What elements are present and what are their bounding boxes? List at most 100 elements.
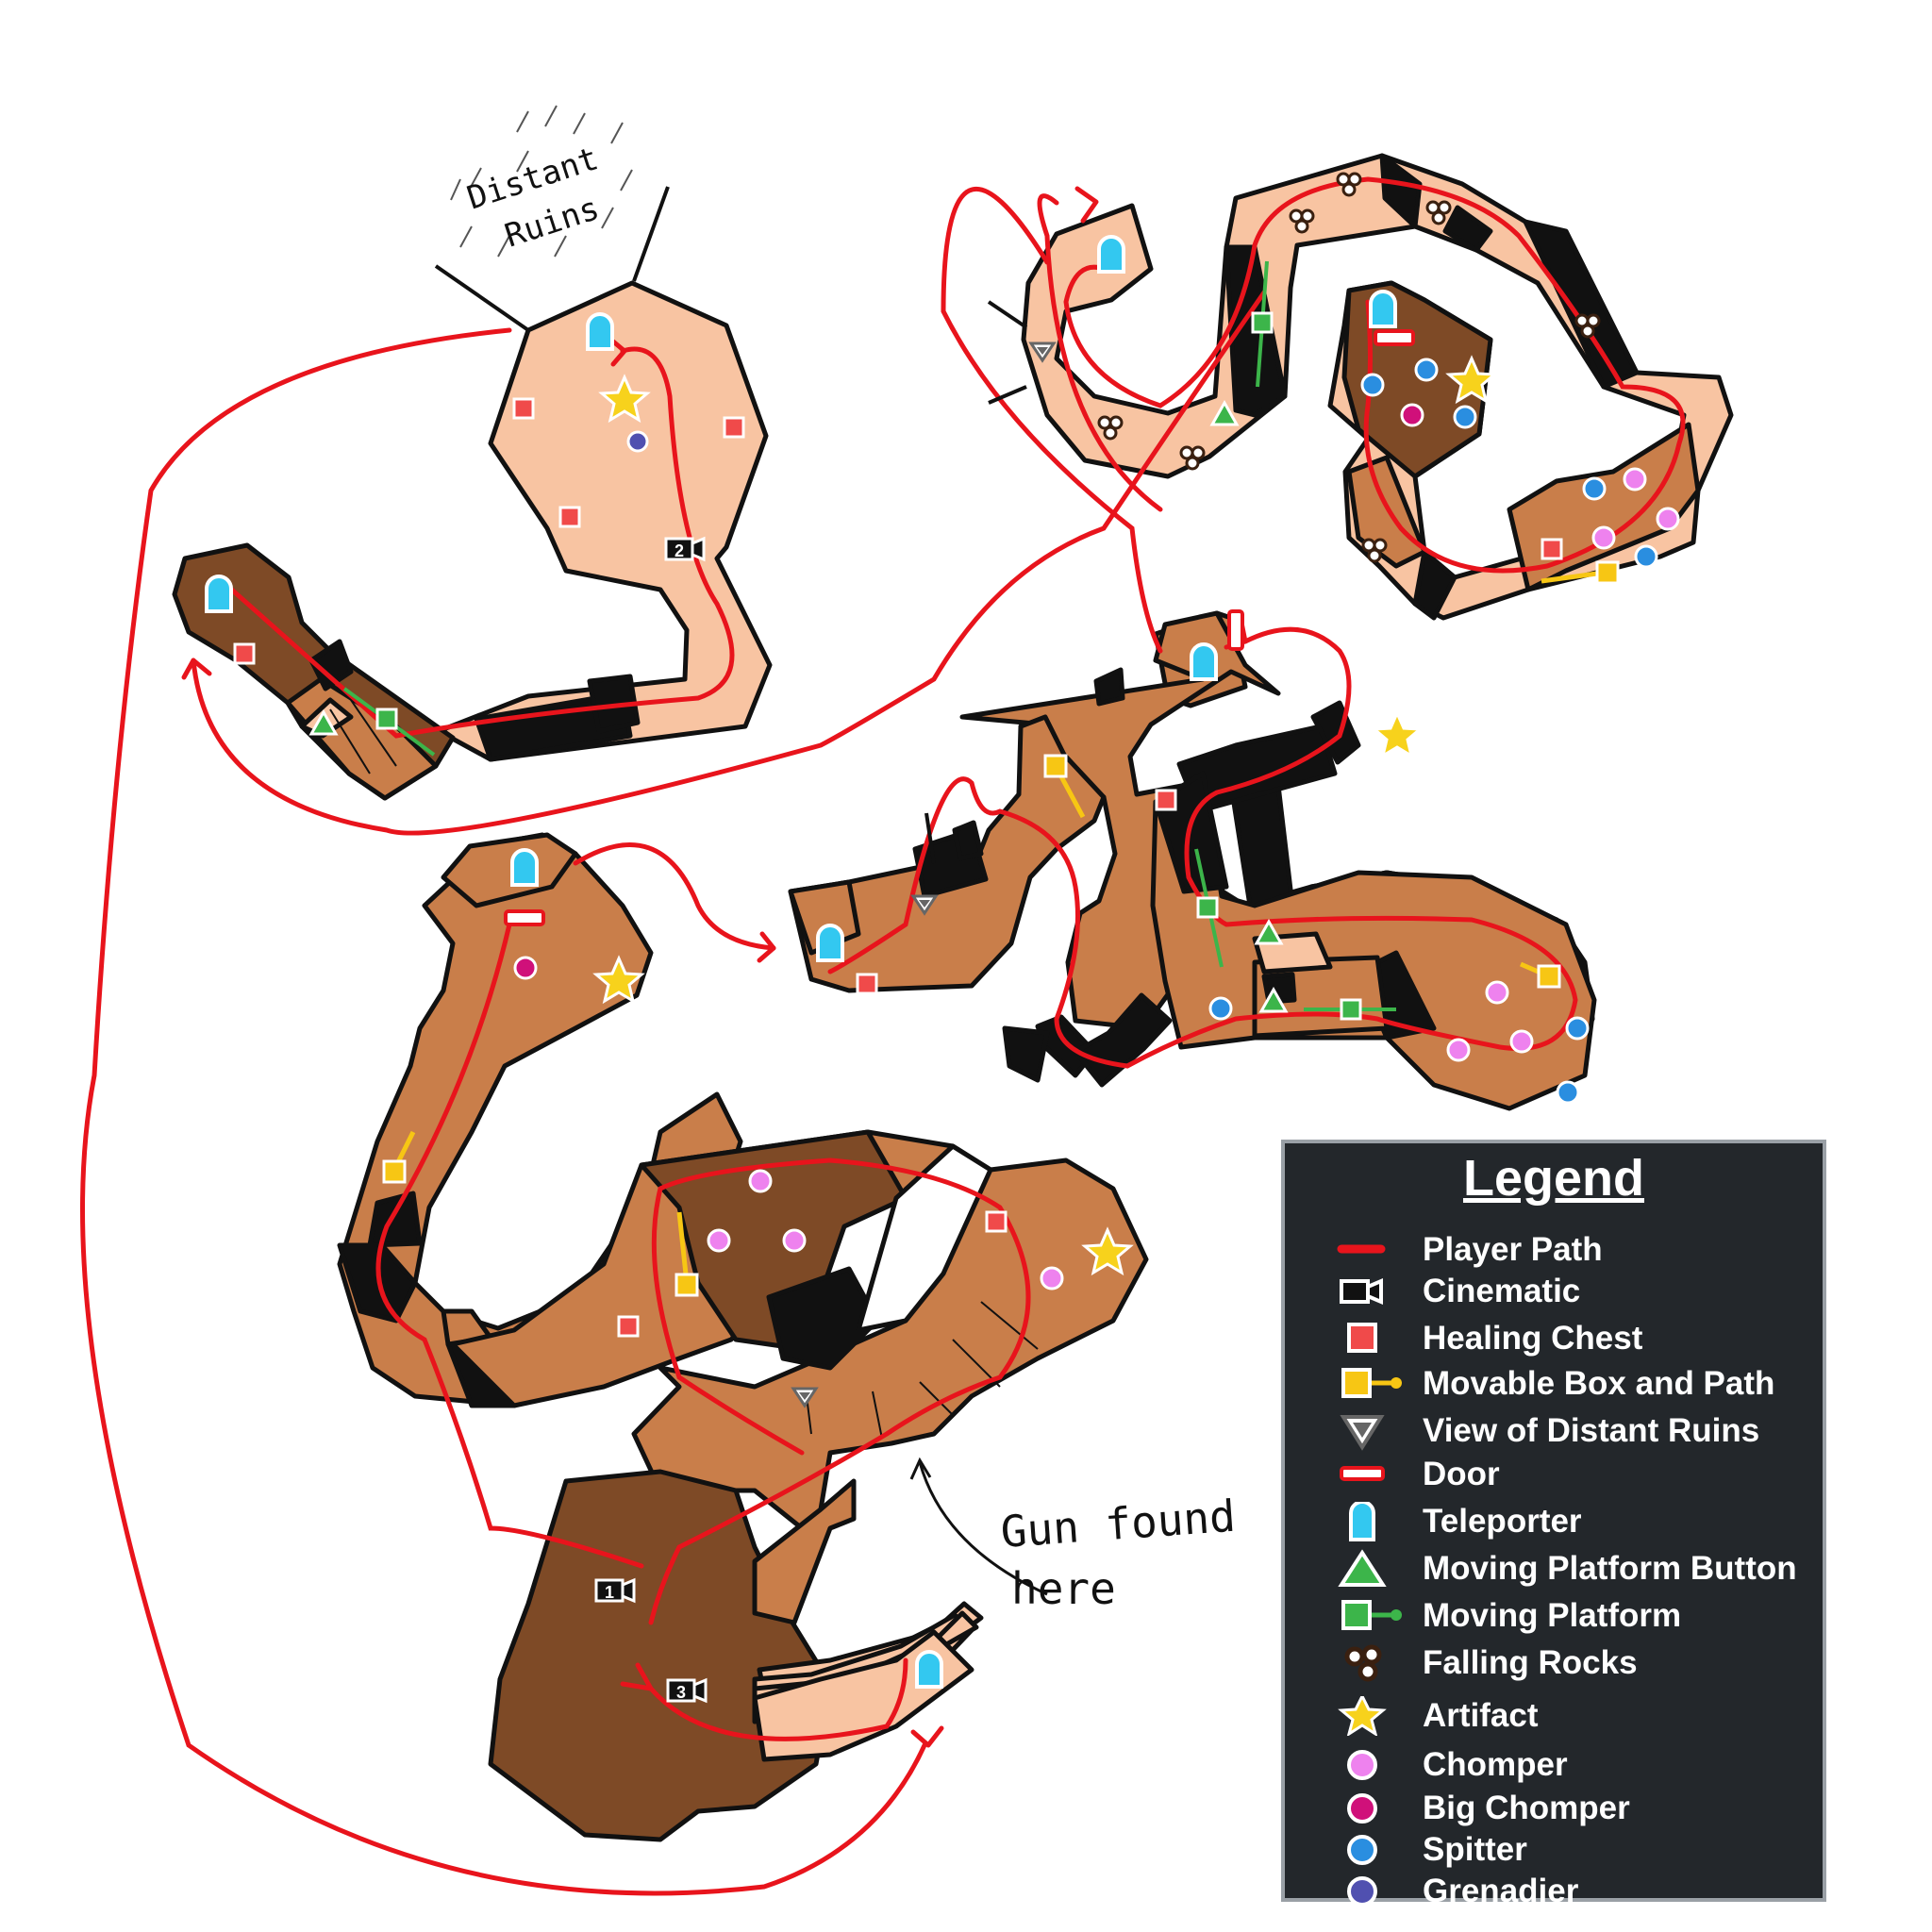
chomper-icon — [782, 1228, 807, 1253]
legend-item-teleporter: Teleporter — [1285, 1502, 1823, 1541]
moving-platform-icon — [1340, 998, 1362, 1021]
legend-item-platform-button: Moving Platform Button — [1285, 1549, 1823, 1589]
falling-rocks-icon — [1344, 1644, 1382, 1682]
grenadier-icon — [1347, 1876, 1377, 1907]
movable-boxes — [382, 560, 1620, 1297]
teleporter-icon — [915, 1650, 943, 1689]
area-f-main-cave — [450, 1129, 1149, 1531]
chomper-icon — [1347, 1750, 1377, 1780]
healing-chest-icon — [617, 1315, 640, 1338]
legend-item-big-chomper: Big Chomper — [1285, 1789, 1823, 1828]
view-distant-ruins-icon — [1340, 1415, 1385, 1451]
healing-chest-icon — [985, 1210, 1008, 1233]
cinematic-icon: 1 — [594, 1578, 636, 1603]
teleporter-icon — [1097, 235, 1125, 274]
legend-item-artifact: Artifact — [1285, 1696, 1823, 1736]
spitter-icon — [1347, 1835, 1377, 1865]
spitter-icon — [1634, 544, 1658, 569]
moving-platform-icon — [375, 708, 398, 730]
svg-text:2: 2 — [675, 541, 684, 560]
cinematic-icon: 3 — [666, 1678, 708, 1703]
teleporter-icon — [510, 848, 539, 887]
spitter-icon — [1556, 1080, 1580, 1105]
legend-item-grenadier: Grenadier — [1285, 1872, 1823, 1911]
door-icon — [504, 909, 545, 926]
door-icon — [1340, 1466, 1385, 1481]
healing-chest-icon — [1347, 1323, 1377, 1353]
movable-box-icon — [1043, 754, 1068, 778]
teleporter-icon — [1190, 642, 1218, 681]
legend-item-moving-platform: Moving Platform — [1285, 1596, 1823, 1636]
chomper-icon — [707, 1228, 731, 1253]
artifact-icon — [1373, 711, 1422, 758]
player-path-icon — [1337, 1244, 1386, 1254]
area-b-teleporter-wing — [172, 542, 456, 801]
grenadier-icon — [626, 430, 649, 453]
healing-chest-icon — [856, 973, 878, 995]
gun-annotation-line1: Gun found — [999, 1491, 1237, 1557]
teleporter-icon — [205, 575, 233, 613]
cinematic-icon — [1340, 1277, 1383, 1306]
healing-chest-icon — [723, 416, 745, 439]
legend-item-door: Door — [1285, 1455, 1823, 1494]
spitter-icon — [1360, 373, 1385, 397]
big-chomper-icon — [1400, 403, 1424, 427]
movable-box-icon — [1595, 560, 1620, 585]
chomper-icon — [1623, 467, 1647, 491]
chomper-icon — [1040, 1266, 1064, 1291]
movable-box-icon — [1537, 964, 1561, 989]
gun-annotation: Gun found here — [909, 1457, 1237, 1614]
legend-item-falling-rocks: Falling Rocks — [1285, 1643, 1823, 1683]
spitter-icon — [1565, 1016, 1590, 1041]
movable-box-icon — [382, 1159, 407, 1184]
healing-chest-icon — [558, 506, 581, 528]
movable-box-icon — [675, 1273, 699, 1297]
big-chomper-icon — [513, 956, 538, 980]
spitter-icon — [1453, 405, 1477, 429]
legend-item-player-path: Player Path — [1285, 1230, 1823, 1270]
moving-platform-icon — [1341, 1600, 1402, 1630]
ruins-view-lines — [924, 300, 1028, 864]
teleporter-icon — [816, 924, 844, 962]
legend-item-view-ruins: View of Distant Ruins — [1285, 1411, 1823, 1451]
healing-chest-icon — [233, 642, 256, 665]
cinematic-icon: 2 — [664, 537, 706, 561]
movable-box-icon — [1341, 1368, 1402, 1398]
big-chomper-icon — [1347, 1793, 1377, 1824]
path-arrowheads — [181, 186, 1248, 1748]
moving-platform-button-icon — [1338, 1549, 1387, 1587]
artifact-icon — [1338, 1696, 1387, 1736]
svg-text:1: 1 — [605, 1583, 614, 1602]
legend-item-spitter: Spitter — [1285, 1830, 1823, 1870]
chomper-icon — [1656, 507, 1680, 531]
teleporter-icon — [586, 312, 614, 351]
spitter-icon — [1208, 996, 1233, 1021]
legend-item-chomper: Chomper — [1285, 1745, 1823, 1785]
gun-annotation-line2: here — [1011, 1563, 1116, 1614]
legend-item-healing-chest: Healing Chest — [1285, 1319, 1823, 1358]
cinematics: 2 1 3 — [594, 537, 708, 1703]
healing-chest-icon — [1541, 538, 1563, 560]
chomper-icon — [1446, 1038, 1471, 1062]
legend-item-movable-box: Movable Box and Path — [1285, 1364, 1823, 1404]
door-icon — [1374, 329, 1415, 346]
moving-platforms — [342, 260, 1396, 1021]
spitter-icon — [1414, 358, 1439, 382]
chomper-icon — [748, 1169, 773, 1193]
moving-platform-icon — [1251, 311, 1274, 334]
door-icon — [1227, 609, 1244, 651]
spitter-icon — [1582, 476, 1607, 501]
legend-item-cinematic: Cinematic — [1285, 1272, 1823, 1311]
chomper-icon — [1509, 1029, 1534, 1054]
legend-title: Legend — [1462, 1150, 1644, 1207]
teleporter-icon — [1369, 290, 1397, 328]
chomper-icon — [1591, 525, 1616, 550]
healing-chest-icon — [1155, 789, 1177, 811]
teleporter-icon — [1349, 1502, 1375, 1541]
legend-panel: Legend Player Path Cinematic Healing Che… — [1281, 1140, 1826, 1909]
moving-platform-icon — [1196, 896, 1219, 919]
healing-chest-icon — [512, 397, 535, 420]
chomper-icon — [1485, 980, 1509, 1005]
svg-text:3: 3 — [676, 1683, 686, 1702]
